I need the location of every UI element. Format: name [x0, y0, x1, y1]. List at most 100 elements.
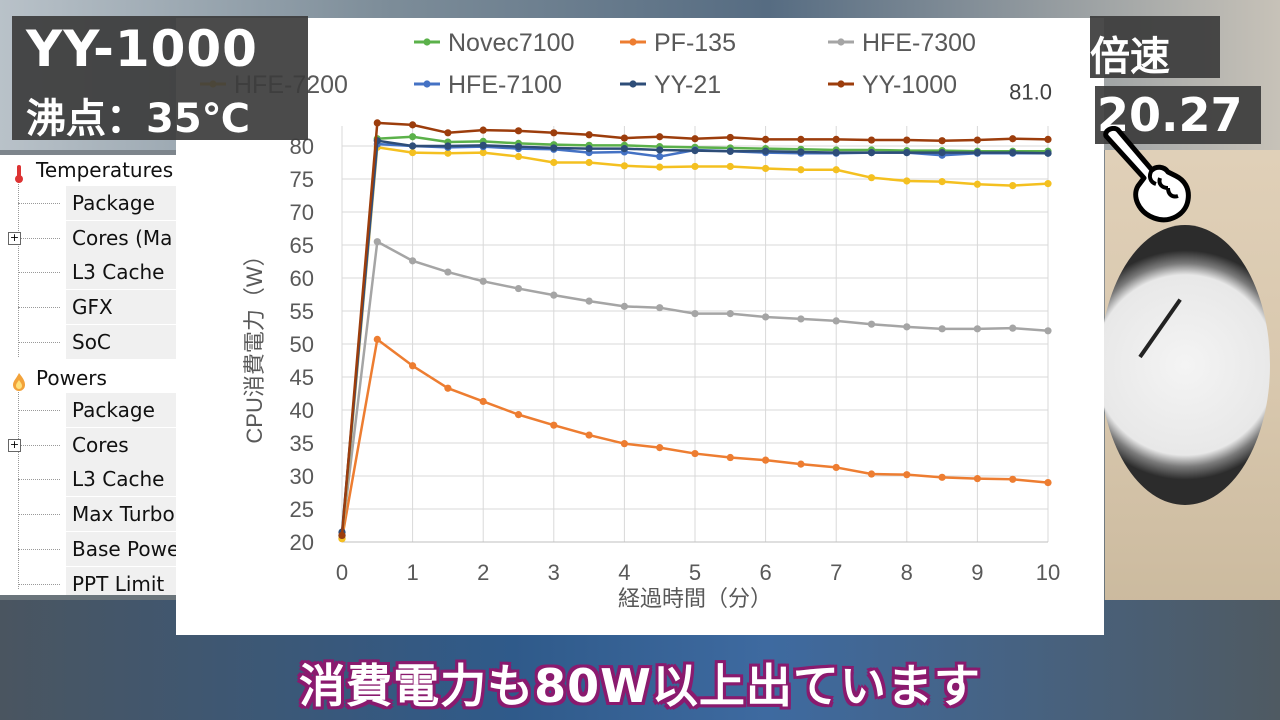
data-point-hfe-7300: [585, 297, 593, 305]
data-point-hfe-7200: [762, 164, 770, 173]
y-tick-label: 65: [290, 233, 314, 258]
legend-label: YY-1000: [862, 71, 957, 99]
data-point-yy-1000: [726, 133, 734, 142]
data-point-hfe-7300: [1044, 327, 1052, 335]
data-label-annotation: 81.0: [1009, 79, 1052, 104]
data-point-pf-135: [550, 421, 558, 429]
data-point-yy-21: [762, 147, 770, 155]
data-point-yy-1000: [903, 136, 911, 144]
data-point-hfe-7200: [444, 149, 452, 157]
data-point-hfe-7300: [409, 257, 417, 265]
data-point-pf-135: [903, 471, 911, 479]
tree-guide-line: [18, 181, 19, 357]
data-point-hfe-7300: [691, 310, 699, 318]
data-point-hfe-7300: [656, 304, 664, 312]
tree-branch-line: [18, 341, 60, 343]
data-point-yy-1000: [409, 121, 417, 129]
x-tick-label: 5: [689, 560, 701, 585]
data-point-hfe-7200: [656, 163, 664, 171]
legend-label: PF-135: [654, 29, 736, 57]
tree-item[interactable]: Package: [66, 393, 176, 427]
data-point-hfe-7200: [726, 162, 734, 171]
data-point-yy-1000: [620, 134, 628, 142]
y-tick-label: 25: [290, 497, 314, 522]
data-point-yy-21: [1009, 149, 1017, 157]
data-point-yy-1000: [938, 137, 946, 145]
tree-branch-line: [18, 514, 60, 516]
tree-item[interactable]: L3 Cache: [66, 255, 176, 290]
tree-item[interactable]: PPT Limit: [66, 566, 176, 595]
y-tick-label: 40: [290, 398, 314, 423]
data-point-hfe-7300: [479, 277, 487, 285]
data-point-hfe-7300: [726, 310, 734, 318]
tree-branch-line: [18, 272, 60, 274]
data-point-yy-1000: [514, 127, 523, 135]
tree-item[interactable]: Cores: [66, 427, 176, 462]
data-point-hfe-7200: [1009, 182, 1017, 190]
data-point-yy-21: [832, 149, 840, 157]
data-point-yy-1000: [550, 129, 558, 137]
tree-branch-line: [18, 237, 60, 239]
data-point-hfe-7300: [832, 317, 840, 325]
legend-swatch-marker: [837, 38, 845, 46]
title-box: YY-1000 沸点：35℃: [12, 16, 308, 142]
tree-item[interactable]: Max Turbo: [66, 497, 176, 532]
expand-plus-icon[interactable]: +: [8, 230, 21, 245]
y-tick-label: 20: [290, 530, 314, 555]
tree-item[interactable]: L3 Cache: [66, 462, 176, 497]
data-point-yy-1000: [444, 129, 452, 137]
tree-item[interactable]: SoC: [66, 324, 176, 359]
tree-branch-line: [18, 307, 60, 309]
pointing-hand-icon: [1098, 125, 1194, 230]
legend-swatch-marker: [629, 38, 637, 46]
data-point-hfe-7300: [762, 313, 770, 321]
data-point-hfe-7200: [1044, 180, 1052, 188]
legend-label: YY-21: [654, 71, 721, 99]
legend-label: HFE-7100: [448, 71, 562, 99]
data-point-hfe-7300: [620, 302, 628, 310]
data-point-hfe-7300: [903, 323, 911, 331]
data-point-hfe-7200: [409, 149, 417, 157]
tree-item[interactable]: Package: [66, 186, 176, 220]
x-tick-label: 8: [901, 560, 913, 585]
data-point-hfe-7200: [479, 149, 487, 157]
data-point-yy-21: [726, 147, 734, 155]
data-point-yy-1000: [832, 135, 840, 143]
tree-item[interactable]: GFX: [66, 290, 176, 325]
data-point-pf-135: [797, 460, 805, 468]
legend-label: Novec7100: [448, 29, 574, 57]
data-point-yy-21: [550, 144, 558, 152]
data-point-yy-1000: [867, 136, 876, 144]
y-tick-label: 60: [290, 266, 314, 291]
data-point-yy-21: [1044, 149, 1052, 157]
data-point-pf-135: [373, 335, 381, 343]
tree-item[interactable]: Cores (Ma: [66, 220, 176, 255]
tree-group-temperatures[interactable]: Temperatures: [8, 155, 173, 187]
data-point-yy-1000: [762, 135, 770, 143]
x-tick-label: 0: [336, 560, 348, 585]
tree-branch-line: [18, 203, 60, 204]
tree-group-powers[interactable]: Powers: [8, 361, 107, 395]
data-point-pf-135: [479, 397, 487, 406]
data-point-yy-1000: [656, 133, 664, 141]
data-point-yy-21: [444, 142, 452, 150]
tree-branch-line: [18, 548, 60, 550]
expand-plus-icon[interactable]: +: [8, 437, 21, 452]
sensor-tree-panel: Temperatures Package + Cores (Ma L3 Cache GF…: [0, 155, 176, 595]
data-point-yy-21: [973, 149, 982, 157]
tree-guide-line: [18, 389, 19, 589]
legend-swatch-marker: [837, 80, 845, 88]
data-point-pf-135: [832, 463, 840, 472]
y-tick-label: 50: [290, 332, 314, 357]
data-point-hfe-7300: [867, 320, 876, 328]
pressure-gauge: [1100, 225, 1270, 505]
y-tick-label: 30: [290, 464, 314, 489]
y-tick-label: 55: [290, 299, 314, 324]
tree-item[interactable]: Base Powe: [66, 531, 176, 566]
data-point-pf-135: [726, 453, 734, 462]
legend-swatch-marker: [423, 38, 431, 46]
tree-group-label: Powers: [36, 366, 107, 390]
x-tick-label: 10: [1036, 560, 1060, 585]
x-tick-label: 4: [618, 560, 630, 585]
data-point-hfe-7200: [550, 158, 558, 167]
